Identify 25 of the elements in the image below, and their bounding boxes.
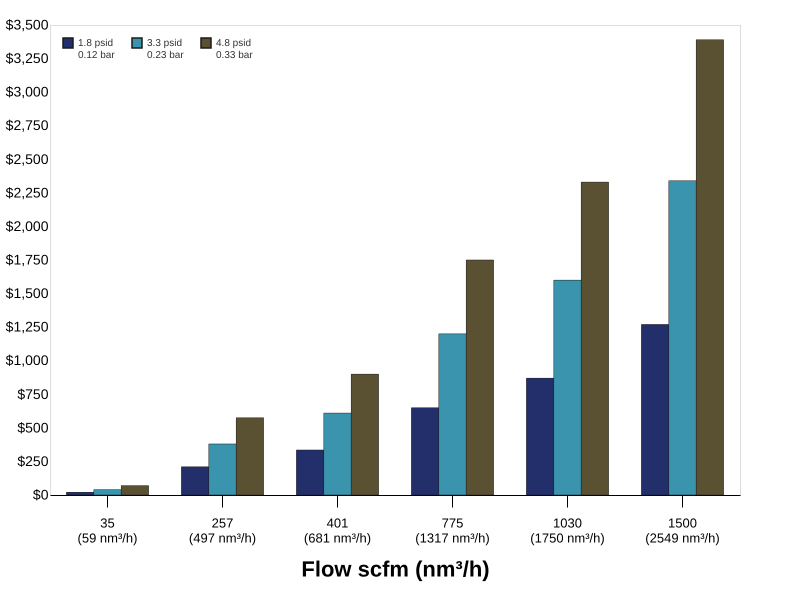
y-tick-label: $1,000 [6,352,49,368]
y-tick-label: $1,500 [6,285,49,302]
y-tick-label: $1,750 [6,252,49,268]
x-tick-label: 1500 (2549 nm³/h) [645,516,720,546]
x-tick-label: 775 (1317 nm³/h) [415,516,490,546]
y-tick-label: $2,750 [6,117,49,134]
x-tick-label: 1030 (1750 nm³/h) [530,516,605,546]
y-tick-label: $2,500 [6,150,49,167]
x-tick-label: 401 (681 nm³/h) [304,516,372,546]
y-tick-label: $3,000 [6,84,49,100]
y-tick-label: $3,250 [6,50,49,66]
legend-label: 4.8 psid 0.33 bar [216,38,254,61]
x-axis-title: Flow scfm (nm³/h) [301,556,490,582]
y-tick-label: $2,250 [6,184,49,200]
x-tick-label: 257 (497 nm³/h) [188,516,256,546]
y-tick-label: $750 [17,386,49,402]
y-tick-label: $0 [32,486,49,502]
legend-label: 3.3 psid 0.23 bar [147,38,184,61]
y-tick-label: $3,500 [6,16,49,32]
y-tick-label: $250 [17,452,49,469]
y-tick-label: $500 [17,419,49,436]
y-tick-label: $2,000 [6,218,49,234]
y-tick-label: $1,250 [6,318,49,335]
legend-label: 1.8 psid 0.12 bar [78,38,116,61]
x-tick-label: 35 (59 nm³/h) [78,516,138,546]
